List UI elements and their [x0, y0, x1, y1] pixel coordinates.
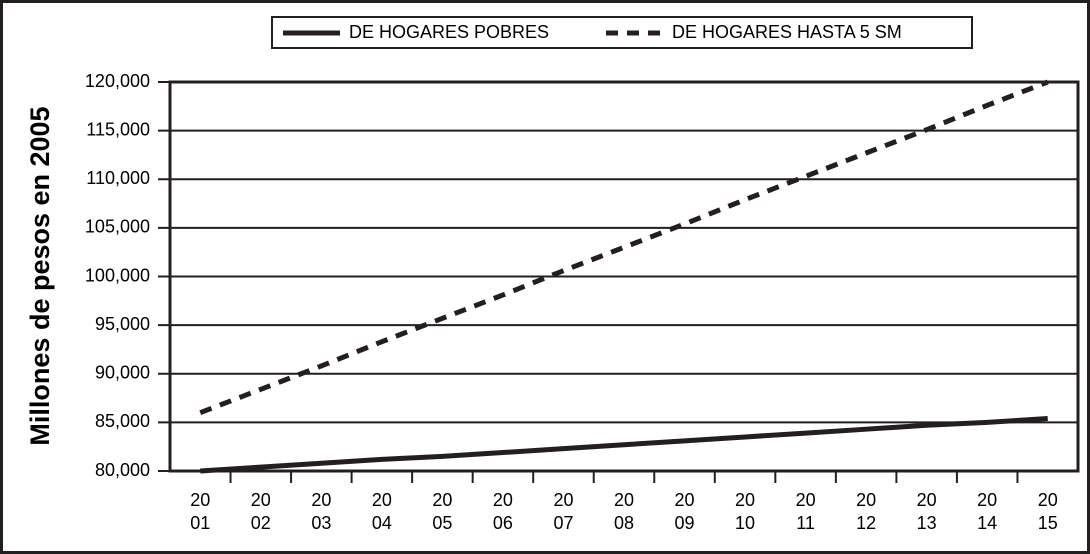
x-tick-label: 20 08 — [614, 490, 634, 533]
x-tick-label: 20 09 — [675, 490, 695, 533]
x-tick-label: 20 04 — [372, 490, 392, 533]
x-tick-label: 20 14 — [977, 490, 997, 533]
x-tick-label: 20 05 — [432, 490, 452, 533]
x-tick-label: 20 13 — [917, 490, 937, 533]
x-tick-label: 20 07 — [553, 490, 573, 533]
y-tick-label: 90,000 — [95, 363, 150, 383]
series-line — [199, 79, 1049, 415]
legend-label: DE HOGARES POBRES — [349, 22, 549, 42]
x-tick-label: 20 03 — [311, 490, 331, 533]
x-tick-label: 20 11 — [796, 490, 816, 533]
y-tick-label: 120,000 — [85, 71, 150, 91]
x-tick-label: 20 15 — [1038, 490, 1058, 533]
x-tick-label: 20 06 — [493, 490, 513, 533]
y-tick-label: 85,000 — [95, 411, 150, 431]
legend-box — [271, 16, 973, 49]
y-tick-label: 80,000 — [95, 460, 150, 480]
y-tick-label: 95,000 — [95, 314, 150, 334]
y-axis-label: Millones de pesos en 2005 — [25, 106, 55, 445]
y-tick-label: 110,000 — [86, 168, 150, 188]
series-line — [200, 415, 1048, 474]
y-tick-label: 100,000 — [85, 265, 150, 285]
y-tick-label: 105,000 — [85, 217, 150, 237]
legend-label: DE HOGARES HASTA 5 SM — [672, 22, 902, 42]
x-tick-label: 20 02 — [251, 490, 271, 533]
y-tick-label: 115,000 — [86, 119, 150, 139]
x-tick-label: 20 10 — [735, 490, 755, 533]
x-tick-label: 20 12 — [856, 490, 876, 533]
x-tick-label: 20 01 — [190, 490, 210, 533]
plot-area — [168, 80, 1080, 473]
